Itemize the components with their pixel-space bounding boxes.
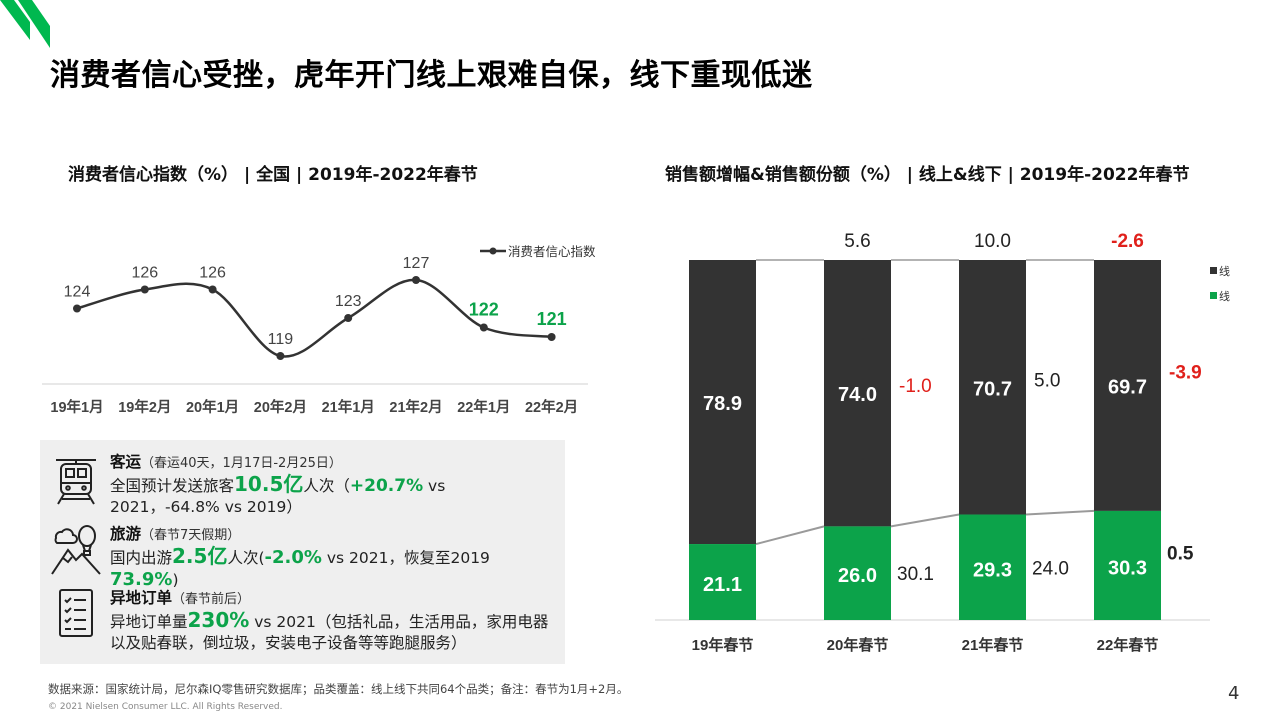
bar-online	[824, 526, 891, 620]
offline-growth-label: 5.0	[1034, 370, 1060, 391]
line-point	[412, 276, 420, 284]
line-point	[208, 285, 217, 294]
bar-x-tick-label: 19年春节	[692, 636, 754, 654]
online-growth-label: 30.1	[897, 564, 934, 585]
travel-text: )	[172, 571, 179, 589]
consumer-confidence-line-chart: 124 19年1月 126 19年2月 126 20年1月 119 20年2月 123 21年1月…	[42, 244, 596, 416]
line-data-label: 123	[335, 293, 362, 310]
bar-offline-label: 78.9	[703, 393, 742, 415]
transport-heading: 客运	[110, 453, 142, 471]
total-growth-label: -2.6	[1111, 231, 1144, 252]
copyright: © 2021 Nielsen Consumer LLC. All Rights …	[48, 702, 283, 712]
online-growth-label: 0.5	[1167, 543, 1194, 564]
line-data-label: 127	[403, 255, 430, 272]
line-data-label: 121	[537, 309, 567, 329]
line-x-tick-label: 21年2月	[389, 398, 442, 416]
line-data-label: 124	[64, 284, 91, 301]
orders-note: （春节前后）	[172, 592, 251, 607]
online-growth-label: 24.0	[1032, 558, 1069, 579]
nielsen-logo	[0, 0, 50, 48]
offline-growth-label: -3.9	[1169, 362, 1202, 383]
legend-online-swatch	[1210, 292, 1217, 299]
line-point	[547, 333, 556, 341]
transport-note: （春运40天，1月17日-2月25日）	[141, 456, 342, 471]
travel-growth-value: -2.0%	[264, 547, 322, 568]
line-x-tick-label: 20年1月	[186, 398, 239, 416]
line-x-tick-label: 21年1月	[322, 398, 375, 416]
line-data-label: 126	[131, 265, 158, 282]
page-title: 消费者信心受挫，虎年开门线上艰难自保，线下重现低迷	[50, 58, 813, 93]
bar-x-tick-label: 21年春节	[962, 636, 1024, 654]
total-growth-label: 5.6	[844, 231, 870, 252]
line-x-tick-label: 20年2月	[254, 398, 307, 416]
bar-offline-label: 69.7	[1108, 376, 1147, 398]
total-growth-label: 10.0	[974, 231, 1011, 252]
bar-online-label: 21.1	[703, 574, 742, 596]
transport-text: 人次（	[303, 477, 350, 495]
orders-text: vs 2021（包括礼品，生活用品，家用电器以及贴春联，倒垃圾，安装电子设备等等…	[110, 613, 549, 652]
page-number: 4	[1228, 683, 1240, 704]
orders-text: 异地订单量	[110, 613, 188, 631]
travel-recovery-value: 73.9%	[110, 569, 173, 590]
bar-online-label: 29.3	[973, 559, 1012, 581]
transport-text: vs 2021，-64.8% vs 2019）	[110, 477, 446, 516]
bar-x-tick-label: 22年春节	[1097, 636, 1159, 654]
travel-note: （春节7天假期）	[141, 528, 241, 543]
offline-growth-label: -1.0	[899, 376, 932, 397]
travel-trips-value: 2.5亿	[172, 544, 228, 568]
line-point	[479, 323, 488, 332]
line-point	[73, 304, 81, 313]
line-data-label: 119	[268, 331, 294, 348]
line-x-tick-label: 22年2月	[525, 398, 578, 416]
line-x-tick-label: 19年1月	[50, 398, 103, 416]
bar-chart-title: 销售额增幅&销售额份额（%） | 线上&线下 | 2019年-2022年春节	[665, 165, 1190, 185]
data-source-note: 数据来源：国家统计局，尼尔森IQ零售研究数据库；品类覆盖：线上线下共同64个品类…	[48, 682, 629, 696]
bar-offline	[824, 260, 891, 527]
transport-growth-value: +20.7%	[349, 476, 424, 496]
travel-text: vs 2021，恢复至2019	[321, 549, 490, 567]
legend-label: 消费者信心指数	[508, 244, 596, 259]
line-x-tick-label: 22年1月	[457, 398, 510, 416]
checklist-icon	[59, 589, 93, 637]
line-data-label: 126	[199, 265, 226, 282]
confidence-series-line	[76, 278, 552, 358]
bar-offline	[1094, 260, 1161, 511]
bar-offline-label: 74.0	[838, 384, 877, 406]
info-panel: 客运（春运40天，1月17日-2月25日） 全国预计发送旅客10.5亿人次（+2…	[40, 440, 565, 664]
bar-online	[689, 544, 756, 620]
legend-offline-swatch	[1210, 267, 1217, 274]
orders-growth-value: 230%	[187, 608, 250, 632]
train-icon	[56, 459, 96, 505]
bar-connector-split	[890, 513, 960, 528]
travel-heading: 旅游	[110, 525, 142, 543]
bar-online-label: 30.3	[1108, 557, 1147, 579]
bar-connector-split	[1025, 509, 1095, 516]
bar-online	[959, 514, 1026, 620]
bar-offline-label: 70.7	[973, 378, 1012, 400]
line-data-label: 122	[469, 300, 499, 320]
legend-online-label: 线上	[1219, 289, 1230, 303]
line-chart-title: 消费者信心指数（%） | 全国 | 2019年-2022年春节	[68, 165, 478, 185]
bar-connector-split	[755, 525, 825, 546]
orders-heading: 异地订单	[110, 589, 173, 607]
bar-x-tick-label: 20年春节	[827, 636, 889, 654]
travel-text: 人次(	[227, 549, 265, 567]
line-point	[276, 352, 285, 360]
bar-offline	[689, 260, 756, 545]
balloon-mountain-icon	[51, 525, 101, 575]
legend-offline-label: 线下	[1219, 264, 1230, 278]
bar-online	[1094, 510, 1161, 620]
transport-passengers-value: 10.5亿	[234, 472, 304, 496]
transport-text: 全国预计发送旅客	[110, 477, 235, 495]
bar-online-label: 26.0	[838, 565, 877, 587]
travel-text: 国内出游	[110, 549, 173, 567]
line-x-tick-label: 19年2月	[118, 398, 171, 416]
line-point	[140, 285, 149, 294]
bar-offline	[959, 260, 1026, 515]
sales-share-stacked-bar-chart: 78.9 21.1 19年春节 74.0 26.0 20年春节 5.6 -1.0 30.1 70.…	[655, 231, 1230, 654]
line-point	[344, 314, 353, 322]
legend-point-marker	[489, 247, 497, 255]
